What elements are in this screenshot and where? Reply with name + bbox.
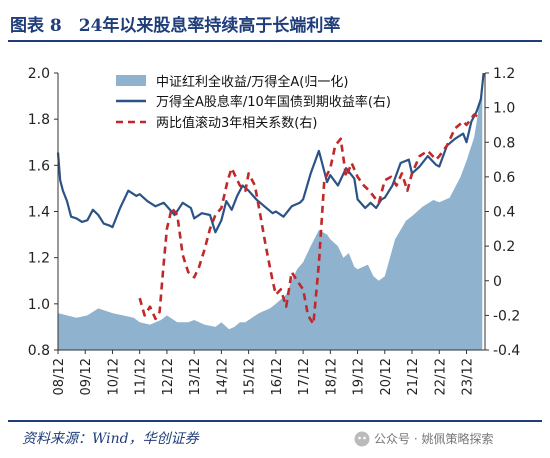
- title-divider: [8, 40, 542, 42]
- y-right-tick-label: 1.2: [493, 66, 515, 82]
- y-left-tick-label: 1.4: [28, 205, 50, 221]
- x-tick-label: 22/12: [433, 358, 448, 395]
- y-left-tick-label: 2.0: [28, 66, 50, 82]
- y-left-tick-label: 1.6: [28, 158, 50, 174]
- chart-canvas: 0.8 1.0 1.2 1.4 1.6 1.8 2.0 -0.4 -0.2 0 0.2 0.4 0.6 0…: [28, 66, 521, 395]
- x-tick-label: 18/12: [324, 358, 339, 395]
- y-right-tick-label: -0.4: [493, 343, 520, 359]
- y-right-tick-label: 0.6: [493, 170, 515, 186]
- x-tick-label: 19/12: [352, 358, 367, 395]
- figure-title: 图表 8 24年以来股息率持续高于长端利率: [10, 16, 341, 36]
- watermark-text: 公众号 · 姚佩策略探索: [374, 432, 494, 446]
- y-right-tick-label: -0.2: [493, 308, 520, 324]
- x-tick-label: 12/12: [161, 358, 176, 395]
- y-left-tick-label: 0.8: [28, 343, 50, 359]
- source-divider: [8, 420, 542, 422]
- legend-swatch-area: [116, 75, 146, 86]
- area-layer: [58, 84, 483, 350]
- source-note: 资料来源：Wind，华创证券: [22, 431, 199, 447]
- series-line-correlation: [138, 113, 482, 326]
- x-tick-label: 21/12: [406, 358, 421, 395]
- legend: 中证红利全收益/万得全A(归一化) 万得全A股息率/10年国债到期收益率(右) 两比…: [116, 74, 391, 131]
- y-left-tick-label: 1.2: [28, 251, 50, 267]
- legend-label-yield: 万得全A股息率/10年国债到期收益率(右): [156, 94, 391, 110]
- x-tick-label: 14/12: [215, 358, 230, 395]
- y-right-tick-label: 0.8: [493, 135, 515, 151]
- legend-label-correlation: 两比值滚动3年相关系数(右): [156, 115, 317, 131]
- legend-label-area: 中证红利全收益/万得全A(归一化): [156, 74, 348, 90]
- y-left-tick-label: 1.0: [28, 297, 50, 313]
- watermark: 公众号 · 姚佩策略探索: [354, 430, 493, 447]
- x-tick-label: 16/12: [270, 358, 285, 395]
- y-right-tick-label: 1.0: [493, 101, 515, 117]
- x-tick-label: 10/12: [106, 358, 121, 395]
- y-left-tick-label: 1.8: [28, 112, 50, 128]
- y-right-tick-label: 0.4: [493, 205, 515, 221]
- line-layer: [56, 72, 485, 326]
- y-right-tick-label: 0: [493, 274, 502, 290]
- x-tick-label: 09/12: [79, 358, 94, 395]
- y-right-tick-label: 0.2: [493, 239, 515, 255]
- axis-layer: 0.8 1.0 1.2 1.4 1.6 1.8 2.0 -0.4 -0.2 0 0.2 0.4 0.6 0…: [28, 66, 521, 395]
- wechat-icon: [354, 431, 370, 446]
- x-tick-label: 23/12: [460, 358, 475, 395]
- series-line-yield-ratio: [56, 72, 485, 234]
- x-tick-label: 11/12: [134, 358, 149, 395]
- x-tick-label: 13/12: [188, 358, 203, 395]
- x-tick-label: 17/12: [297, 358, 312, 395]
- x-tick-label: 20/12: [379, 358, 394, 395]
- x-tick-label: 08/12: [52, 358, 67, 395]
- series-area-dividend-index: [58, 84, 483, 350]
- figure-header: 图表 8 24年以来股息率持续高于长端利率: [8, 6, 542, 42]
- x-tick-label: 15/12: [243, 358, 258, 395]
